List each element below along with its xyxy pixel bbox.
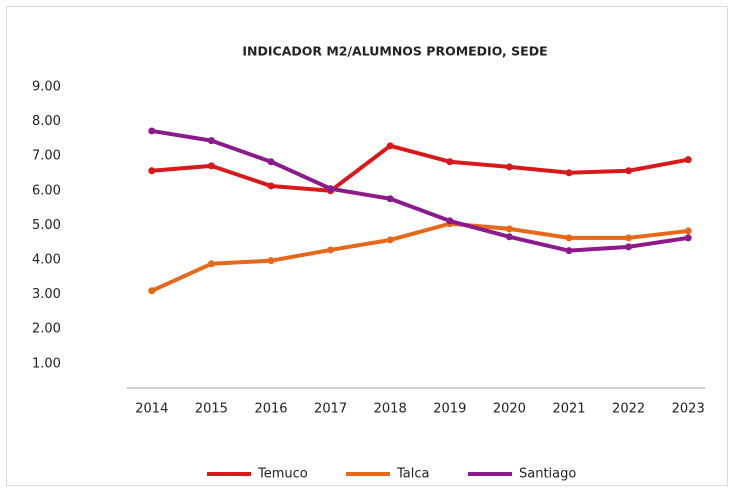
point	[505, 163, 513, 171]
point	[565, 247, 573, 255]
point	[148, 167, 156, 175]
y-tick-label: 3.00	[32, 287, 61, 302]
x-tick-label: 2016	[254, 402, 287, 417]
point	[207, 137, 215, 145]
point	[148, 127, 156, 135]
y-tick-label: 6.00	[32, 183, 61, 198]
y-tick-label: 8.00	[32, 114, 61, 129]
y-tick-label: 9.00	[32, 80, 61, 95]
y-tick-label: 2.00	[32, 322, 61, 337]
legend-label: Talca	[396, 467, 429, 482]
point	[446, 217, 454, 225]
point	[565, 169, 573, 177]
y-tick-label: 1.00	[32, 356, 61, 371]
x-tick-label: 2015	[195, 402, 228, 417]
y-tick-label: 5.00	[32, 218, 61, 233]
point	[386, 236, 394, 244]
x-tick-label: 2021	[552, 402, 585, 417]
x-tick-label: 2014	[135, 402, 168, 417]
x-tick-label: 2017	[314, 402, 347, 417]
point	[505, 225, 513, 233]
point	[386, 195, 394, 203]
x-tick-label: 2020	[493, 402, 526, 417]
point	[505, 233, 513, 241]
x-tick-label: 2018	[374, 402, 407, 417]
point	[684, 234, 692, 242]
point	[684, 227, 692, 235]
point	[267, 182, 275, 190]
point	[267, 158, 275, 166]
point	[386, 142, 394, 150]
point	[327, 185, 335, 193]
line	[150, 221, 689, 293]
x-tick-label: 2019	[433, 402, 466, 417]
point	[207, 162, 215, 170]
chart-title: INDICADOR M2/ALUMNOS PROMEDIO, SEDE	[242, 44, 547, 59]
point	[625, 234, 633, 242]
point	[446, 158, 454, 166]
point	[148, 287, 156, 295]
line	[151, 128, 689, 253]
point	[565, 234, 573, 242]
point	[267, 257, 275, 265]
legend-label: Temuco	[257, 467, 308, 482]
point	[207, 260, 215, 268]
frame	[6, 6, 728, 486]
x-tick-label: 2023	[672, 402, 705, 417]
line	[151, 143, 689, 193]
y-tick-label: 4.00	[32, 252, 61, 267]
legend-label: Santiago	[519, 467, 576, 482]
point	[625, 167, 633, 175]
y-tick-label: 7.00	[32, 149, 61, 164]
point	[625, 243, 633, 251]
point	[684, 156, 692, 164]
x-tick-label: 2022	[612, 402, 645, 417]
point	[327, 246, 335, 254]
